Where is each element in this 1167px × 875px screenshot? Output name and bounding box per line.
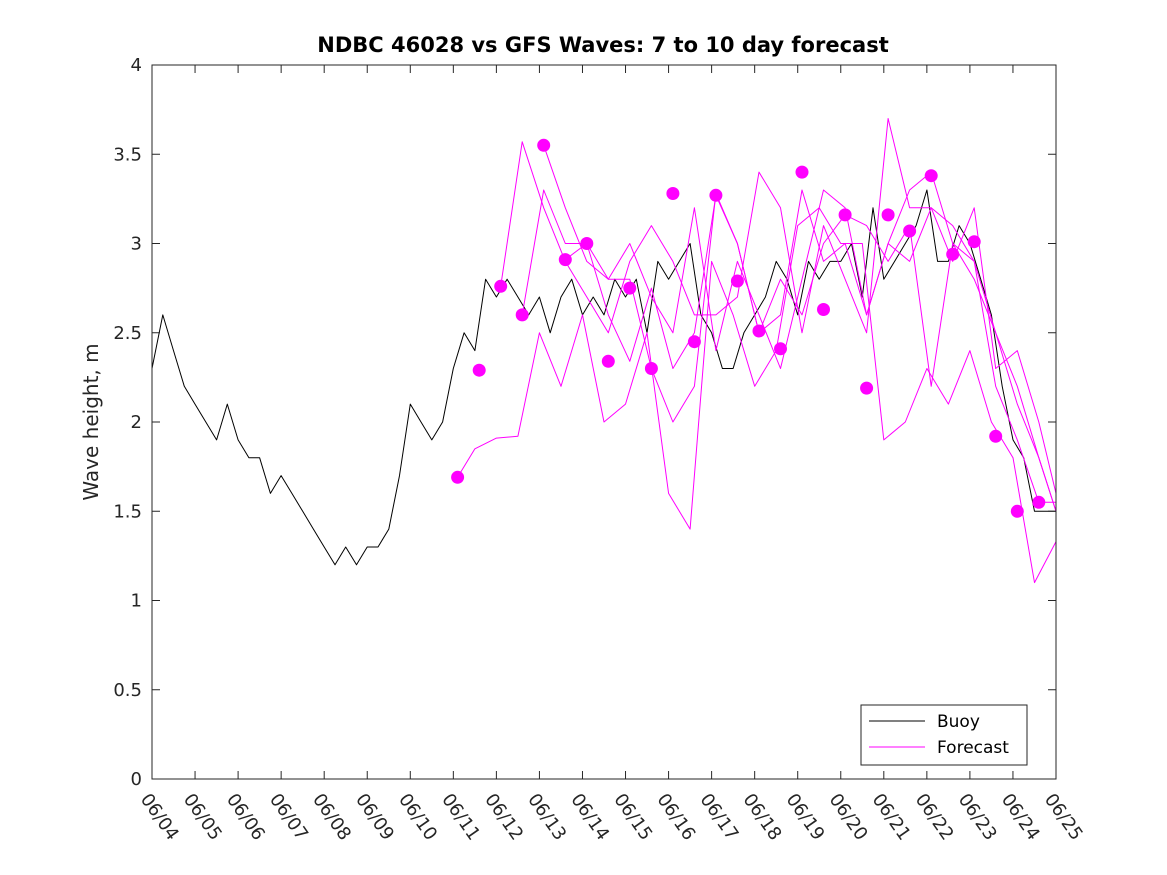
legend: Buoy Forecast (860, 704, 1028, 766)
forecast-marker (1032, 495, 1046, 509)
legend-label-buoy: Buoy (937, 712, 980, 732)
forecast-marker (601, 354, 615, 368)
y-tick-label: 0 (131, 769, 142, 790)
forecast-marker (817, 303, 830, 316)
y-tick-label: 0.5 (113, 680, 142, 701)
chart-title: NDBC 46028 vs GFS Waves: 7 to 10 day for… (317, 33, 888, 57)
y-tick-label: 1.5 (113, 501, 142, 522)
forecast-marker (451, 470, 465, 484)
legend-box (860, 704, 1028, 766)
y-tick-label: 3 (131, 234, 142, 255)
forecast-series-line (543, 145, 1057, 512)
forecast-marker (967, 235, 981, 249)
forecast-marker (1010, 504, 1024, 518)
forecast-marker (644, 362, 658, 375)
y-tick-label: 2.5 (113, 323, 142, 344)
y-axis: 0 0.5 1 1.5 2 2.5 3 3.5 4 (113, 55, 1056, 790)
y-tick-label: 2 (131, 412, 142, 433)
forecast-marker (730, 274, 744, 288)
forecast-marker (903, 224, 917, 238)
forecast-marker (494, 279, 508, 293)
y-tick-label: 1 (131, 591, 142, 612)
y-tick-label: 4 (131, 55, 142, 76)
forecast-marker (709, 188, 723, 202)
forecast-marker (946, 247, 960, 261)
forecast-marker (515, 308, 529, 322)
forecast-marker (537, 138, 551, 152)
forecast-marker (989, 429, 1003, 443)
forecast-marker (752, 324, 766, 338)
legend-label-forecast: Forecast (937, 738, 1009, 758)
forecast-marker (774, 342, 787, 356)
forecast-marker (795, 165, 809, 179)
forecast-series-line (521, 189, 1057, 512)
forecast-series-line (500, 118, 1057, 494)
forecast-marker (623, 281, 637, 295)
marker-layer (451, 138, 1046, 518)
forecast-marker (881, 208, 895, 222)
forecast-marker (860, 381, 874, 395)
forecast-marker (558, 253, 572, 267)
forecast-marker (687, 335, 701, 349)
forecast-marker (666, 187, 680, 200)
forecast-marker (472, 363, 486, 377)
buoy-series-line (151, 189, 1056, 566)
forecast-marker (580, 237, 594, 250)
series-layer (151, 118, 1057, 584)
forecast-marker (924, 169, 938, 183)
forecast-series-line (565, 194, 1056, 503)
forecast-series-line (457, 207, 1057, 584)
y-tick-label: 3.5 (113, 144, 142, 165)
forecast-marker (838, 208, 852, 222)
y-axis-label: Wave height, m (79, 343, 103, 500)
